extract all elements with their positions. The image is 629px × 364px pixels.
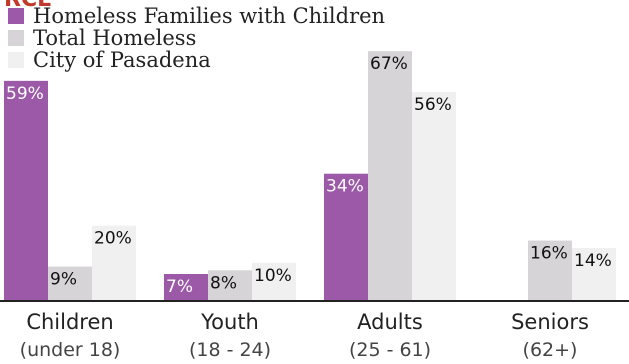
value-labels: 59% 9% 20% 7% 8% 10% 34% 67% 56% 16% 14%	[6, 54, 612, 297]
category-label-2: Adults	[357, 310, 423, 334]
legend-swatch-0	[8, 8, 24, 24]
bar-adults-series-1	[368, 51, 412, 301]
legend-label-1: Total Homeless	[33, 26, 196, 50]
bar-adults-series-2	[412, 92, 456, 300]
category-sublabel-0: (under 18)	[20, 339, 121, 361]
bars	[4, 51, 616, 301]
bar-seniors-series-2	[572, 248, 616, 300]
bar-youth-series-0	[164, 274, 208, 300]
category-label-0: Children	[26, 310, 113, 334]
value-label-youth-series-0: 7%	[166, 277, 193, 297]
value-label-children-series-1: 9%	[50, 270, 77, 290]
category-sublabel-3: (62+)	[523, 339, 578, 361]
bar-adults-series-0	[324, 173, 368, 300]
category-label-3: Seniors	[511, 310, 589, 334]
category-labels: Children (under 18) Youth (18 - 24) Adults (2…	[20, 310, 589, 361]
legend-swatch-2	[8, 52, 24, 68]
legend-label-2: City of Pasadena	[33, 48, 211, 72]
value-label-adults-series-1: 67%	[370, 54, 408, 74]
bar-seniors-series-1	[528, 240, 572, 300]
legend-swatch-1	[8, 30, 24, 46]
category-label-1: Youth	[200, 310, 259, 334]
bar-children-series-2	[92, 225, 136, 300]
category-sublabel-2: (25 - 61)	[349, 339, 431, 361]
bar-children-series-1	[48, 266, 92, 300]
value-label-children-series-0: 59%	[6, 84, 44, 104]
value-label-adults-series-2: 56%	[414, 95, 452, 115]
value-label-seniors-series-1: 16%	[530, 244, 568, 264]
value-label-adults-series-0: 34%	[326, 177, 364, 197]
value-label-seniors-series-2: 14%	[574, 251, 612, 271]
category-sublabel-1: (18 - 24)	[189, 339, 271, 361]
value-label-youth-series-1: 8%	[210, 273, 237, 293]
bar-youth-series-1	[208, 270, 252, 300]
bar-children-series-0	[4, 80, 48, 300]
value-label-youth-series-2: 10%	[254, 266, 292, 286]
value-label-children-series-2: 20%	[94, 229, 132, 249]
bar-youth-series-2	[252, 262, 296, 300]
legend-label-0: Homeless Families with Children	[33, 4, 385, 28]
